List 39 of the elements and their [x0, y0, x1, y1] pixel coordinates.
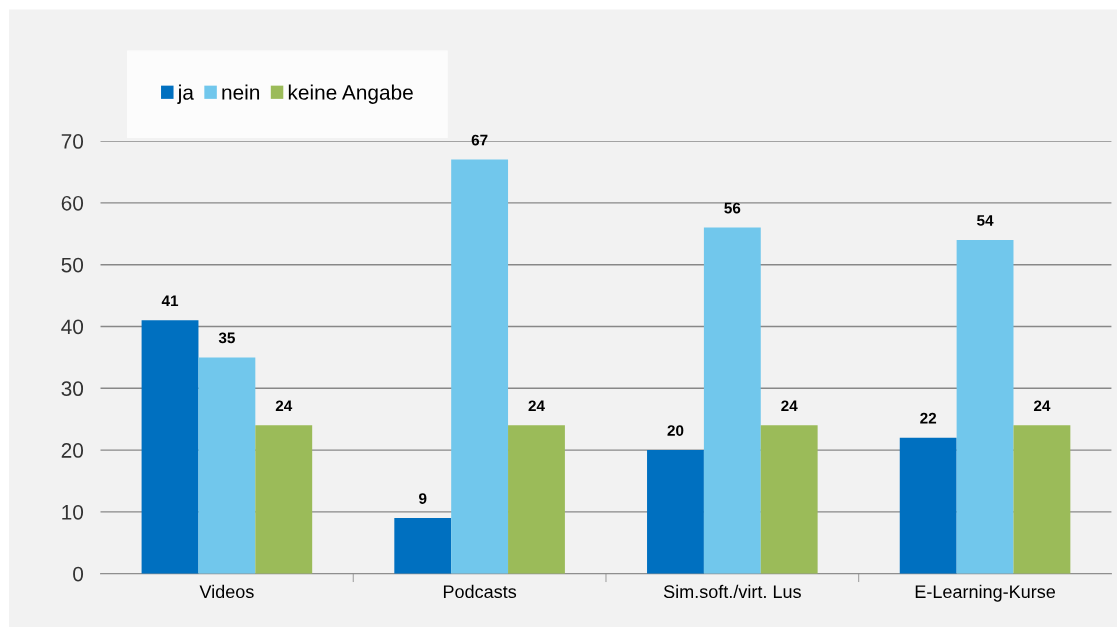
y-tick-label: 70 — [61, 134, 84, 149]
x-tick-label: Sim.soft./virt. Lus — [663, 584, 801, 599]
legend-label: ja — [177, 84, 194, 104]
y-tick-label: 30 — [61, 381, 84, 397]
bar — [899, 437, 957, 574]
bar — [255, 425, 313, 574]
y-tick-label: 10 — [62, 504, 84, 520]
data-label: 22 — [920, 412, 937, 424]
legend-label: keine Angabe — [288, 84, 413, 104]
bar — [647, 450, 704, 574]
bar — [508, 425, 565, 574]
data-label: 24 — [1033, 400, 1051, 412]
bar — [198, 357, 256, 574]
y-tick-label: 40 — [61, 319, 84, 335]
bar — [1013, 425, 1071, 574]
x-tick-label: Videos — [199, 584, 254, 599]
y-tick-label: 0 — [73, 566, 84, 582]
legend-label: nein — [222, 84, 260, 100]
bar — [394, 518, 452, 574]
data-label: 67 — [471, 134, 488, 146]
bar — [703, 227, 761, 574]
bar — [451, 159, 509, 574]
bar — [956, 239, 1014, 574]
x-tick-label: E-Learning-Kurse — [915, 584, 1056, 602]
data-label: 24 — [528, 400, 545, 412]
data-label: 35 — [218, 332, 235, 344]
y-tick-label: 50 — [61, 257, 84, 273]
bar — [141, 320, 199, 574]
data-label: 9 — [419, 493, 427, 504]
data-label: 41 — [161, 295, 179, 307]
data-label: 24 — [781, 400, 798, 412]
data-label: 56 — [724, 202, 741, 214]
y-tick-label: 60 — [61, 195, 84, 211]
x-tick-label: Podcasts — [443, 584, 517, 599]
data-label: 24 — [275, 400, 293, 412]
data-label: 54 — [977, 215, 994, 226]
bar — [760, 425, 818, 574]
y-tick-label: 20 — [61, 443, 84, 458]
data-label: 20 — [667, 425, 684, 436]
